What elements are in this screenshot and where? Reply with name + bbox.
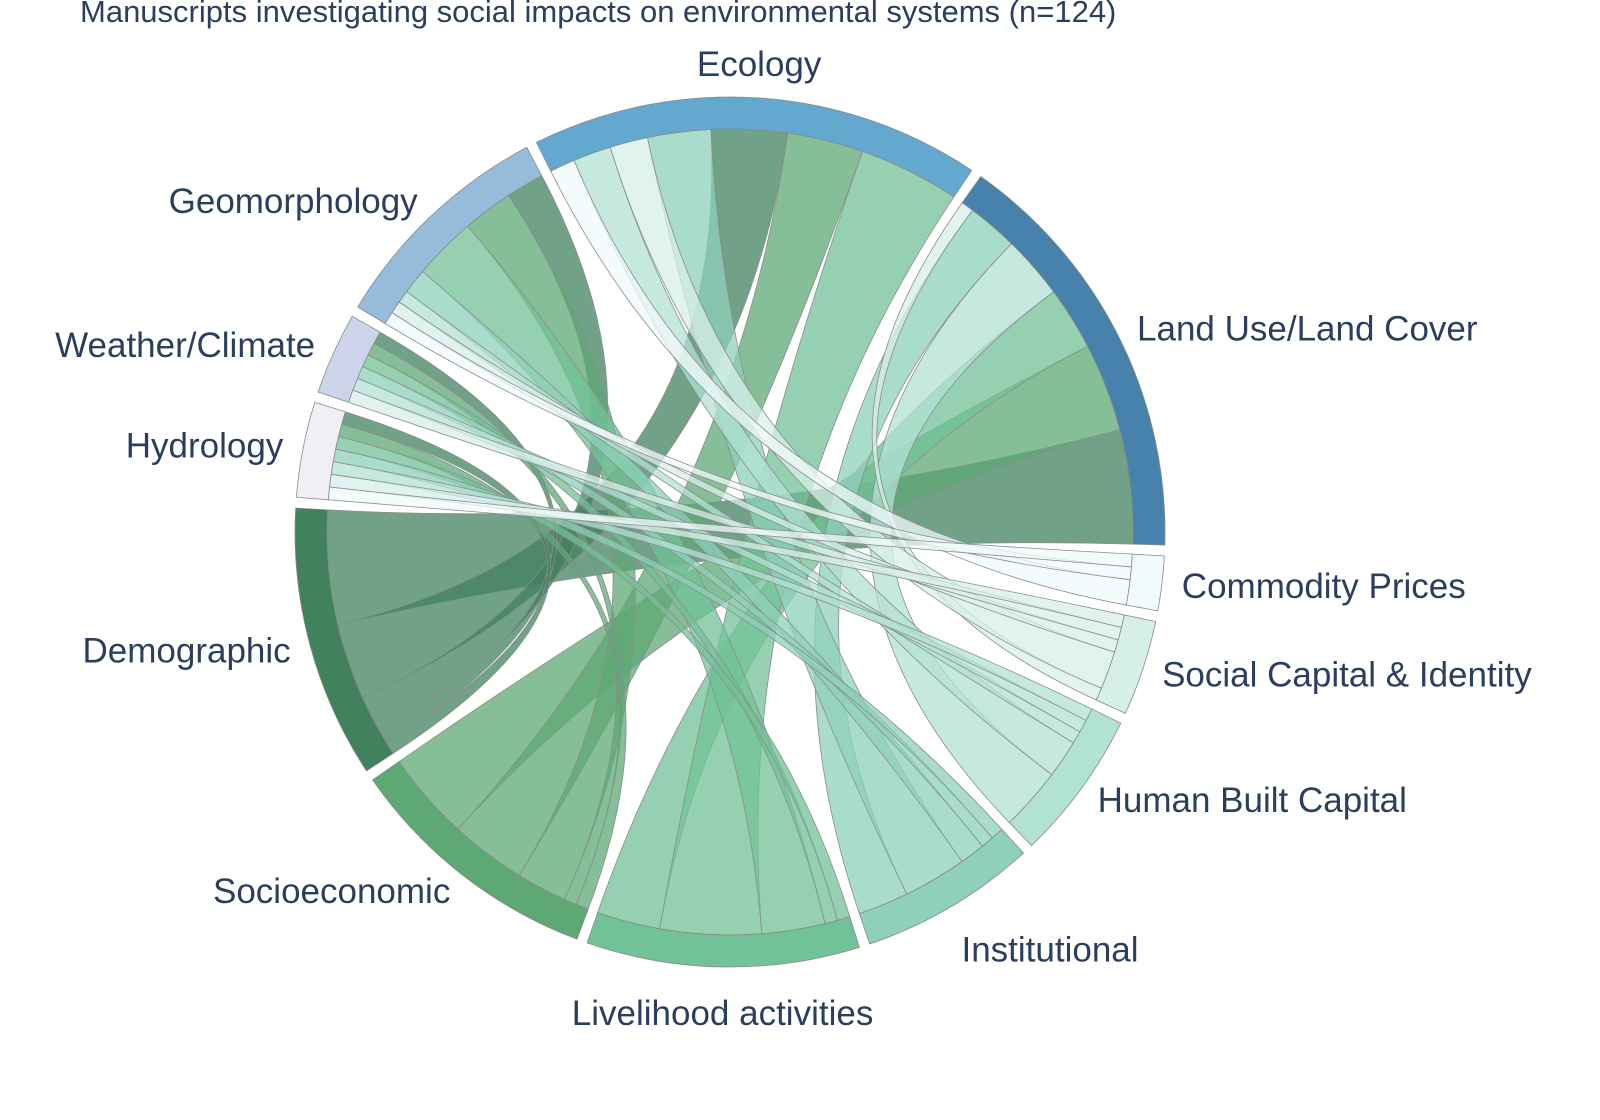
label-institutional: Institutional — [961, 931, 1138, 970]
arc-demographic — [294, 507, 394, 772]
label-human-built-capital: Human Built Capital — [1098, 781, 1407, 820]
label-weather-climate: Weather/Climate — [55, 326, 315, 365]
ribbon-demographic-to-geomorphology — [361, 175, 608, 733]
label-ecology: Ecology — [697, 45, 822, 84]
label-land-use-land-cover: Land Use/Land Cover — [1137, 310, 1478, 349]
label-hydrology: Hydrology — [126, 426, 284, 465]
label-livelihood-activities: Livelihood activities — [572, 994, 874, 1033]
label-geomorphology: Geomorphology — [169, 182, 419, 221]
label-commodity-prices: Commodity Prices — [1182, 567, 1466, 606]
arc-social-capital-identity — [1095, 614, 1157, 714]
label-demographic: Demographic — [83, 631, 291, 670]
arc-ecology — [535, 96, 973, 198]
chart-title: Manuscripts investigating social impacts… — [80, 0, 1117, 29]
arc-commodity-prices — [1125, 553, 1165, 612]
labels-layer: Land Use/Land Cover Ecology Geomorphology W… — [55, 45, 1532, 1033]
arc-socioeconomic — [372, 761, 589, 940]
label-socioeconomic: Socioeconomic — [213, 872, 450, 911]
label-social-capital-identity: Social Capital & Identity — [1162, 656, 1532, 695]
arc-institutional — [858, 828, 1025, 945]
arc-geomorphology — [357, 146, 543, 325]
ribbons-layer — [326, 128, 1134, 936]
arc-livelihood-activities — [586, 912, 860, 968]
arcs-layer — [294, 96, 1166, 968]
arc-hydrology — [295, 401, 346, 501]
arc-weather-climate — [317, 315, 381, 403]
arc-land-use-land-cover — [961, 175, 1166, 546]
arc-human-built-capital — [1008, 708, 1122, 847]
